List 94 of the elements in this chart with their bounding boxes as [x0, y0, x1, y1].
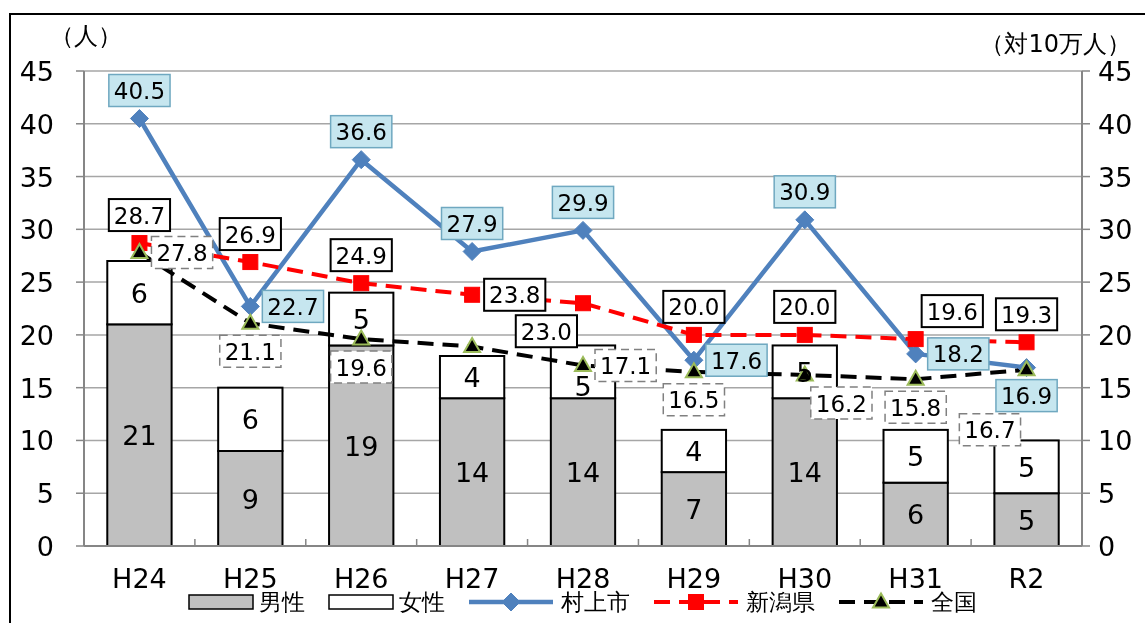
data-label: 22.7 [267, 293, 319, 320]
data-label: 14 [454, 457, 490, 489]
x-tick-label: H26 [333, 563, 389, 594]
data-label: 26.9 [224, 221, 276, 248]
point [351, 150, 371, 170]
data-label: 7 [685, 494, 703, 526]
data-label: 16.9 [1000, 383, 1053, 410]
y-tick-label: 45 [19, 56, 54, 87]
point [129, 109, 149, 128]
point [241, 313, 260, 330]
data-label: 9 [241, 483, 259, 515]
point [796, 326, 813, 343]
data-label: 14 [565, 457, 601, 489]
data-label: 40.5 [113, 78, 166, 104]
y-tick-label: 10 [19, 425, 54, 457]
data-label: 23.0 [520, 318, 572, 345]
data-label: 16.7 [964, 417, 1016, 444]
point [353, 275, 370, 292]
y-tick-label: 35 [19, 161, 54, 193]
point [907, 331, 924, 348]
data-label: 4 [463, 362, 481, 394]
data-label: 15.8 [890, 394, 942, 421]
data-label: 30.9 [779, 179, 831, 206]
legend-label: 新潟県 [746, 589, 815, 615]
y2-tick-label: 40 [1098, 108, 1133, 140]
x-tick-label: H24 [112, 563, 167, 594]
data-label: 19 [344, 430, 379, 462]
point [575, 295, 591, 312]
data-label: 27.8 [156, 240, 208, 267]
point [906, 344, 926, 364]
y-tick-label: 30 [19, 214, 54, 246]
point [573, 220, 593, 240]
data-label: 20.0 [779, 294, 831, 321]
data-label: 5 [1017, 451, 1036, 483]
y-tick-label: 5 [36, 478, 54, 510]
data-label: 5 [1017, 504, 1036, 536]
y2-tick-label: 0 [1098, 531, 1116, 562]
data-label: 16.5 [668, 387, 720, 414]
data-label: 24.9 [335, 242, 387, 269]
data-label: 21.1 [224, 338, 276, 365]
point [685, 326, 702, 343]
point [464, 286, 481, 303]
y-tick-label: 15 [19, 372, 54, 404]
y2-axis-title: （対10万人） [980, 30, 1131, 58]
data-label: 17.6 [710, 347, 763, 374]
y2-tick-label: 45 [1098, 56, 1133, 87]
data-label: 20.0 [668, 294, 720, 321]
y2-tick-label: 25 [1098, 267, 1133, 299]
data-label: 19.6 [335, 354, 387, 381]
data-label: 18.2 [932, 341, 984, 368]
point [684, 362, 703, 379]
data-label: 14 [787, 457, 822, 489]
point [242, 254, 259, 271]
legend-label: 男性 [259, 589, 305, 615]
data-label: 19.3 [1000, 301, 1053, 328]
y-tick-label: 25 [19, 267, 54, 299]
y-tick-label: 40 [19, 108, 54, 140]
data-label: 5 [352, 304, 370, 336]
point [906, 369, 925, 386]
x-tick-label: H29 [666, 563, 722, 594]
y2-tick-label: 20 [1098, 319, 1133, 351]
point [1018, 334, 1035, 351]
data-label: 5 [907, 441, 925, 473]
data-label: 5 [574, 370, 592, 402]
point [130, 243, 149, 260]
data-label: 29.9 [557, 189, 609, 216]
data-label: 6 [907, 499, 925, 531]
data-label: 21 [122, 420, 157, 452]
point [462, 242, 482, 261]
y2-tick-label: 35 [1098, 161, 1133, 193]
y2-tick-label: 10 [1098, 425, 1133, 457]
data-label: 36.6 [335, 119, 387, 146]
data-label: 17.1 [600, 353, 652, 379]
data-label: 23.8 [489, 282, 541, 309]
data-label: 28.7 [113, 202, 166, 229]
data-label: 6 [130, 277, 149, 309]
data-label: 27.9 [446, 211, 498, 237]
point [795, 210, 815, 230]
y-tick-label: 20 [19, 319, 54, 351]
data-label: 6 [241, 404, 259, 436]
legend-label: 女性 [399, 589, 445, 615]
data-label: 16.2 [815, 390, 867, 417]
x-tick-label: R2 [1008, 563, 1045, 594]
point [240, 296, 260, 316]
y2-tick-label: 30 [1098, 214, 1133, 246]
y2-tick-label: 5 [1098, 478, 1116, 510]
y2-tick-label: 15 [1098, 372, 1133, 404]
x-tick-label: H27 [444, 563, 500, 594]
y-tick-label: 0 [36, 531, 54, 562]
data-label: 4 [685, 436, 703, 467]
point [463, 337, 482, 353]
point [352, 329, 371, 346]
data-label: 19.6 [926, 298, 978, 325]
y-axis-title: （人） [50, 22, 122, 50]
